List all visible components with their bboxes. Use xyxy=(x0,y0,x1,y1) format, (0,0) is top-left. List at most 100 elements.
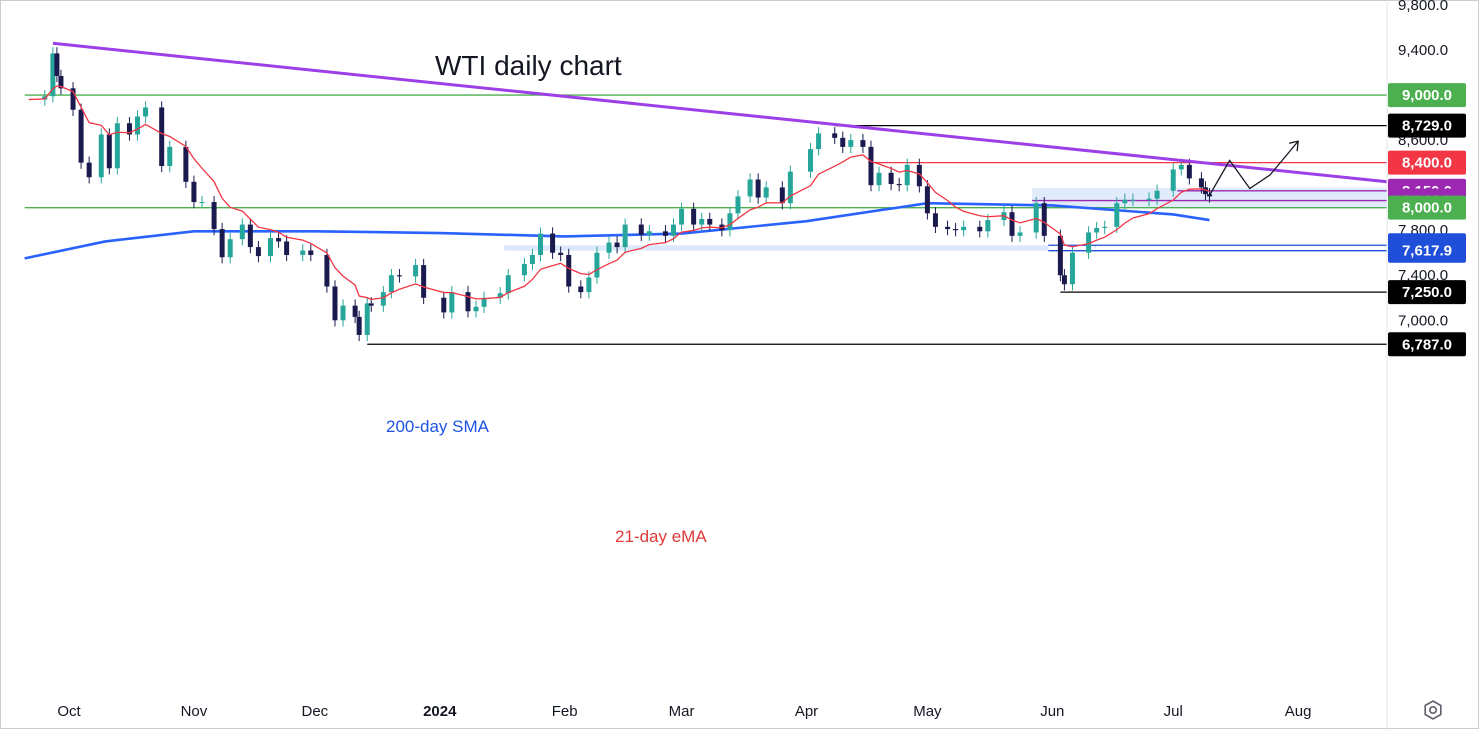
candle-body xyxy=(916,164,922,187)
x-tick-label: Oct xyxy=(57,703,81,720)
candle-body xyxy=(848,140,854,147)
x-axis-labels: Oct Nov Dec 2024 Feb Mar Apr May Jun Jul Aug xyxy=(57,703,1311,720)
ema-annotation: 21-day eMA xyxy=(615,527,707,546)
candle-body xyxy=(199,202,205,204)
price-tag-bg xyxy=(1388,150,1466,175)
candle-body xyxy=(945,226,951,230)
candle-body xyxy=(578,286,584,293)
candle-body xyxy=(1094,227,1100,233)
candle-body xyxy=(247,224,253,248)
x-tick-label: Dec xyxy=(301,703,328,720)
candle-body xyxy=(1009,212,1015,236)
candle-body xyxy=(1061,275,1067,285)
candle-body xyxy=(977,226,983,232)
gear-icon xyxy=(1424,700,1442,720)
price-tag-bg xyxy=(1388,195,1466,220)
projection-arrowhead xyxy=(1289,140,1299,152)
x-tick-label: May xyxy=(913,703,942,720)
candle-body xyxy=(521,263,527,276)
candle-body xyxy=(924,186,930,214)
candle-body xyxy=(308,250,314,255)
ema-21-layer xyxy=(28,85,1210,301)
candle-body xyxy=(114,123,120,169)
projection-layer xyxy=(1208,140,1299,196)
candle-body xyxy=(646,231,652,235)
candle-body xyxy=(413,265,419,277)
y-tick-label: 7,400.0 xyxy=(1398,267,1448,284)
candle-body xyxy=(276,238,282,242)
candle-body xyxy=(70,88,76,110)
candle-body xyxy=(497,293,503,298)
price-level-tags: 9,000.08,729.08,400.08,150.08,063.08,000… xyxy=(1388,83,1466,357)
price-tag-bg xyxy=(1388,238,1466,263)
price-tag: 8,400.0 xyxy=(1388,150,1466,175)
candle-body xyxy=(755,179,761,198)
candle-body xyxy=(191,181,197,203)
candle-body xyxy=(932,213,938,227)
candle-body xyxy=(622,224,628,248)
horizontal-level-lines xyxy=(24,94,1387,345)
candle-body xyxy=(860,140,866,147)
candle-body xyxy=(671,224,676,236)
candle-body xyxy=(78,109,84,163)
candle-body xyxy=(284,241,290,255)
support-zone xyxy=(504,245,1049,251)
candle-body xyxy=(1086,232,1092,253)
candle-body xyxy=(1170,169,1176,191)
candle-body xyxy=(840,137,846,147)
candle-body xyxy=(1033,203,1039,233)
candle-body xyxy=(868,146,874,186)
candle-body xyxy=(300,250,306,255)
candle-body xyxy=(505,275,511,294)
x-tick-label: Nov xyxy=(181,703,208,720)
candle-body xyxy=(239,224,245,240)
projection-path xyxy=(1208,140,1299,196)
candle-body xyxy=(352,305,358,317)
price-tag-bg xyxy=(1388,113,1466,138)
candle-body xyxy=(888,172,894,185)
candle-body xyxy=(1154,190,1160,199)
candle-body xyxy=(1146,198,1152,200)
candle-body xyxy=(135,116,141,135)
price-tag-label: 7,617.9 xyxy=(1402,243,1452,260)
candle-body xyxy=(356,316,362,335)
candle-body xyxy=(662,231,668,236)
candle-body xyxy=(747,179,753,197)
y-tick-label: 7,000.0 xyxy=(1398,312,1448,329)
candle-body xyxy=(904,164,910,186)
candle-body xyxy=(183,146,189,182)
candle-body xyxy=(380,292,386,306)
candle-body xyxy=(606,242,612,253)
settings-button[interactable] xyxy=(1420,697,1446,723)
candle-body xyxy=(699,218,705,225)
candle-body xyxy=(441,297,447,313)
candle-body xyxy=(1041,203,1047,236)
trendline-layer xyxy=(52,41,1388,184)
candle-body xyxy=(340,305,346,321)
candle-body xyxy=(98,134,104,178)
chart-title: WTI daily chart xyxy=(435,50,622,81)
price-tag: 6,787.0 xyxy=(1388,332,1466,357)
downtrend-line xyxy=(52,41,1388,184)
x-tick-label: Feb xyxy=(552,703,578,720)
candle-body xyxy=(388,275,394,293)
candle-body xyxy=(816,133,822,150)
candle-body xyxy=(691,208,697,225)
candle-body xyxy=(227,239,233,258)
candle-body xyxy=(1130,199,1136,201)
candle-body xyxy=(211,202,217,230)
candle-body xyxy=(332,286,338,321)
candle-body xyxy=(159,107,165,167)
price-tag: 9,000.0 xyxy=(1388,83,1466,108)
candle-body xyxy=(727,213,733,231)
candle-body xyxy=(167,146,173,167)
candle-body xyxy=(614,242,620,248)
price-tag-label: 7,250.0 xyxy=(1402,284,1452,301)
candle-body xyxy=(787,171,793,204)
price-tag-label: 6,787.0 xyxy=(1402,336,1452,353)
candle-body xyxy=(421,265,427,298)
candle-body xyxy=(1114,203,1120,227)
candle-body xyxy=(586,277,592,293)
candle-body xyxy=(54,53,60,76)
